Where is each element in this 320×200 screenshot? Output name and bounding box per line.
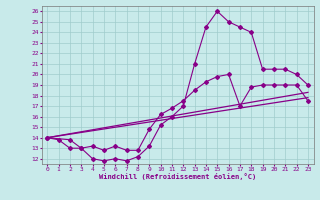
X-axis label: Windchill (Refroidissement éolien,°C): Windchill (Refroidissement éolien,°C)	[99, 173, 256, 180]
